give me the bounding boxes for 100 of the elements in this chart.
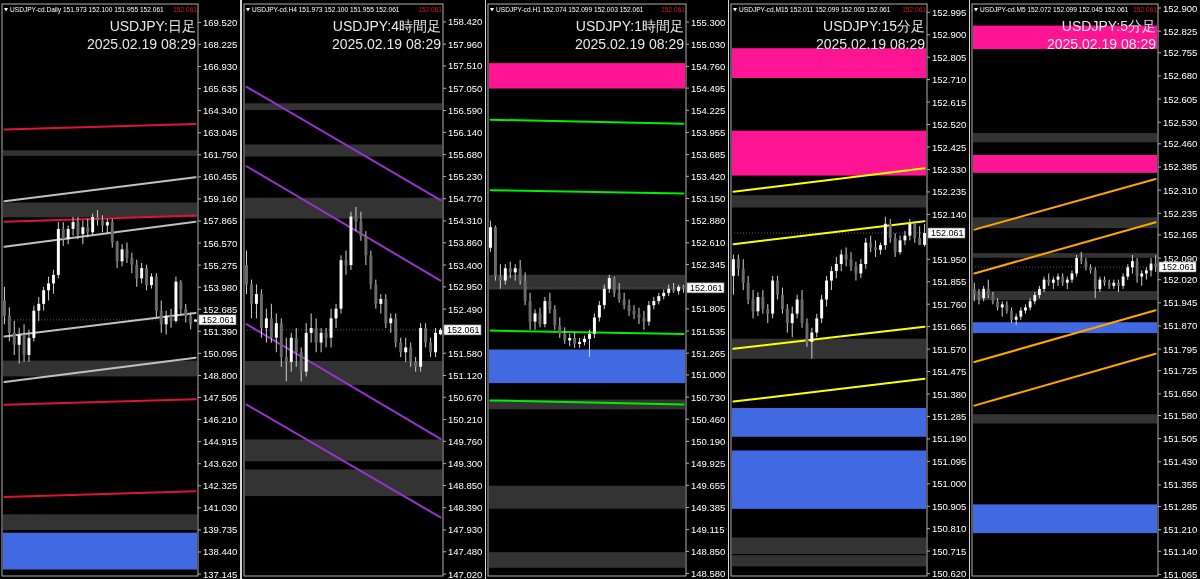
y-tick-label: 154.495 [691,82,726,94]
y-tick-label: 153.685 [691,149,726,161]
y-tick-label: 144.915 [203,436,238,448]
y-tick-label: 152.490 [448,303,483,315]
candlestick [269,303,273,344]
y-tick-label: 156.570 [203,237,238,249]
y-tick-label: 151.380 [932,388,967,400]
y-tick-label: 151.795 [1163,343,1198,355]
candlestick [597,300,601,323]
candlestick [612,275,616,298]
y-tick-label: 149.760 [448,435,483,447]
y-tick-label: 153.400 [448,259,483,271]
candlestick [647,300,651,327]
candlestick [249,279,253,319]
candlestick [888,218,892,244]
y-tick-label: 166.930 [203,61,238,73]
y-tick-label: 151.855 [932,276,967,288]
candlestick [538,307,542,328]
y-tick-label: 151.945 [1163,297,1198,309]
y-tick-label: 149.300 [448,458,483,470]
candlestick [592,312,596,339]
y-tick-label: 152.900 [932,29,967,41]
candlestick [245,250,248,295]
candlestick [825,275,829,308]
candlestick [790,306,794,338]
y-tick-label: 151.580 [1163,409,1198,421]
y-tick-label: 152.950 [448,281,483,293]
y-tick-label: 158.420 [448,16,483,28]
candlestick [553,304,557,331]
candlestick [883,216,887,251]
candlestick [254,283,258,319]
candlestick [81,219,85,245]
y-tick-label: 159.160 [203,193,238,205]
y-tick-label: 151.210 [1163,524,1198,536]
candlestick [810,327,814,360]
candlestick [746,275,750,305]
candlestick [284,337,288,382]
candlestick [61,221,65,247]
y-tick-label: 148.580 [691,568,726,579]
ref-line-label: 152.061 [690,283,723,294]
candlestick [379,293,383,314]
y-tick-label: 151.265 [691,347,726,359]
y-tick-label: 143.620 [203,458,238,470]
candlestick [42,286,46,312]
y-tick-label: 151.650 [1163,388,1198,400]
candlestick [1028,297,1032,312]
y-tick-label: 152.805 [932,51,967,63]
candlestick [829,265,833,291]
y-tick-label: 150.620 [932,568,967,579]
y-tick-label: 149.385 [691,501,726,513]
candlestick [602,284,606,310]
y-tick-label: 148.850 [691,545,726,557]
y-tick-label: 157.050 [448,82,483,94]
candlestick [854,261,858,282]
y-tick-label: 151.095 [932,455,967,467]
y-tick-label: 152.520 [932,119,967,131]
y-tick-label: 153.955 [691,126,726,138]
candlestick [736,254,740,277]
y-tick-label: 147.505 [203,392,238,404]
candlestick [110,218,114,249]
ref-line-label: 152.061 [931,228,964,239]
candlestick [528,292,532,331]
y-tick-label: 148.800 [203,369,238,381]
candlestick [76,216,80,240]
y-tick-label: 150.190 [691,435,726,447]
y-tick-label: 156.140 [448,126,483,138]
y-tick-label: 154.225 [691,104,726,116]
candlestick [503,263,507,286]
candlestick [815,313,819,338]
candlestick [319,327,323,353]
candlestick [434,327,438,358]
y-tick-label: 169.520 [203,16,238,28]
y-tick-label: 151.285 [1163,501,1198,513]
candlestick [22,323,26,363]
candlestick [972,282,976,302]
candlestick [820,294,824,324]
candlestick [543,296,547,328]
candlestick [839,249,843,272]
candlestick [731,254,735,296]
candlestick [1093,266,1097,299]
y-tick-label: 151.190 [932,433,967,445]
y-tick-label: 155.230 [448,170,483,182]
candlestick [359,211,363,242]
candlestick [766,303,770,324]
y-tick-label: 151.760 [932,298,967,310]
y-tick-label: 152.605 [1163,93,1198,105]
candlestick [294,327,298,368]
candlestick [130,252,134,274]
candlestick [622,292,626,310]
y-tick-label: 149.925 [691,457,726,469]
candlestick [264,308,268,344]
candlestick [27,328,31,363]
y-tick-label: 155.275 [203,259,238,271]
candlestick [324,327,328,348]
text: 2025.02.19 08:29 [87,36,197,52]
y-tick-label: 157.960 [448,38,483,50]
candlestick [115,240,119,269]
candlestick [120,243,124,267]
candlestick [91,213,95,237]
y-tick-label: 164.340 [203,105,238,117]
